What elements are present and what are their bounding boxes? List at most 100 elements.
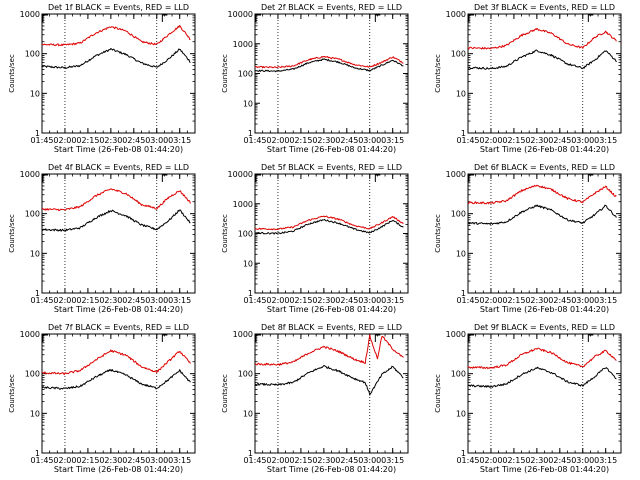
plot-frame <box>254 333 409 454</box>
chart-title: Det 6f BLACK = Events, RED = LLD <box>474 163 615 172</box>
x-tick-label: 02:15 <box>76 296 99 305</box>
events-series-line <box>41 48 191 69</box>
x-tick-label: 01:45 <box>243 296 266 305</box>
lld-series-line <box>254 334 404 366</box>
x-tick-label: 02:15 <box>502 296 525 305</box>
y-tick-label: 1 <box>248 129 253 138</box>
y-tick-label: 100 <box>25 50 40 59</box>
plot-frame <box>41 333 196 454</box>
events-series-line <box>254 218 404 235</box>
x-tick-label: 01:45 <box>30 456 53 465</box>
y-tick-label: 1000 <box>20 330 40 339</box>
x-tick-label: 03:15 <box>168 136 191 145</box>
chart-title: Det 1f BLACK = Events, RED = LLD <box>48 3 189 12</box>
y-tick-label: 10 <box>30 409 40 418</box>
y-axis-label: Counts/sec <box>8 374 16 413</box>
plot-frame <box>41 173 196 294</box>
x-tick-label: 02:15 <box>289 136 312 145</box>
lld-series-line <box>467 347 617 370</box>
x-tick-label: 03:15 <box>381 296 404 305</box>
x-tick-label: 03:00 <box>358 456 381 465</box>
y-tick-label: 1000 <box>20 170 40 179</box>
y-axis-label: Counts/sec <box>221 214 229 253</box>
lld-series-line <box>254 55 404 69</box>
corner-mark <box>42 334 48 342</box>
chart-panel-4: Det 4f BLACK = Events, RED = LLD 1 10 100 10… <box>8 163 196 314</box>
chart-title: Det 5f BLACK = Events, RED = LLD <box>261 163 402 172</box>
y-axis-label: Counts/sec <box>8 54 16 93</box>
events-series-line <box>41 369 191 390</box>
x-axis-label: Start Time (26-Feb-08 01:44:20) <box>54 465 183 474</box>
x-tick-label: 02:15 <box>289 296 312 305</box>
x-tick-label: 02:15 <box>502 136 525 145</box>
y-tick-label: 10 <box>456 409 466 418</box>
events-series-line <box>41 209 191 232</box>
y-tick-label: 1000 <box>233 40 253 49</box>
y-tick-label: 100 <box>238 230 253 239</box>
x-tick-label: 02:15 <box>76 136 99 145</box>
x-tick-label: 02:30 <box>99 456 122 465</box>
x-tick-label: 02:30 <box>99 296 122 305</box>
events-series-line <box>254 58 404 73</box>
x-tick-label: 02:30 <box>525 296 548 305</box>
x-tick-label: 02:15 <box>289 456 312 465</box>
x-tick-label: 02:45 <box>122 136 145 145</box>
x-tick-label: 01:45 <box>456 456 479 465</box>
plot-frame <box>467 173 622 294</box>
x-tick-label: 02:30 <box>525 136 548 145</box>
corner-mark <box>468 14 474 22</box>
corner-mark <box>42 14 48 22</box>
lld-series-line <box>254 215 404 231</box>
corner-mark <box>374 14 381 22</box>
x-tick-label: 03:00 <box>571 136 594 145</box>
chart-panel-2: Det 2f BLACK = Events, RED = LLD 1 10 100 10… <box>221 3 409 154</box>
x-tick-label: 02:45 <box>548 456 571 465</box>
chart-panel-5: Det 5f BLACK = Events, RED = LLD 1 10 100 10… <box>221 163 409 314</box>
y-tick-label: 100 <box>451 370 466 379</box>
y-tick-label: 1 <box>461 129 466 138</box>
x-tick-label: 03:00 <box>358 136 381 145</box>
y-tick-label: 10 <box>243 259 253 268</box>
corner-mark <box>587 14 594 22</box>
corner-mark <box>42 174 48 182</box>
x-tick-label: 03:00 <box>145 296 168 305</box>
chart-title: Det 3f BLACK = Events, RED = LLD <box>474 3 615 12</box>
x-tick-label: 02:45 <box>335 136 358 145</box>
x-tick-label: 02:45 <box>122 296 145 305</box>
x-axis-label: Start Time (26-Feb-08 01:44:20) <box>54 145 183 154</box>
chart-title: Det 9f BLACK = Events, RED = LLD <box>474 323 615 332</box>
y-tick-label: 1 <box>461 289 466 298</box>
x-tick-label: 02:00 <box>266 136 289 145</box>
x-tick-label: 03:15 <box>594 136 617 145</box>
y-tick-label: 10 <box>30 249 40 258</box>
y-tick-label: 1 <box>248 449 253 458</box>
x-tick-label: 01:45 <box>243 456 266 465</box>
corner-mark <box>587 334 594 342</box>
plot-frame <box>467 333 622 454</box>
x-tick-label: 02:00 <box>266 456 289 465</box>
y-tick-label: 100 <box>238 70 253 79</box>
y-tick-label: 100 <box>451 50 466 59</box>
x-tick-label: 02:45 <box>548 136 571 145</box>
x-tick-label: 03:15 <box>381 136 404 145</box>
y-tick-label: 1 <box>248 289 253 298</box>
x-axis-label: Start Time (26-Feb-08 01:44:20) <box>54 305 183 314</box>
y-tick-label: 10 <box>456 249 466 258</box>
y-tick-label: 10 <box>456 89 466 98</box>
corner-mark <box>468 174 474 182</box>
plot-frame <box>254 13 409 134</box>
chart-title: Det 2f BLACK = Events, RED = LLD <box>261 3 402 12</box>
chart-panel-9: Det 9f BLACK = Events, RED = LLD 1 10 100 10… <box>434 323 622 474</box>
x-tick-label: 03:15 <box>594 296 617 305</box>
x-tick-label: 02:30 <box>312 456 335 465</box>
x-tick-label: 02:30 <box>99 136 122 145</box>
chart-title: Det 4f BLACK = Events, RED = LLD <box>48 163 189 172</box>
x-tick-label: 03:00 <box>571 296 594 305</box>
y-tick-label: 100 <box>451 210 466 219</box>
y-tick-label: 10 <box>243 409 253 418</box>
x-tick-label: 03:00 <box>358 296 381 305</box>
chart-panel-1: Det 1f BLACK = Events, RED = LLD 1 10 100 10… <box>8 3 196 154</box>
events-series-line <box>467 366 617 388</box>
events-series-line <box>467 204 617 225</box>
